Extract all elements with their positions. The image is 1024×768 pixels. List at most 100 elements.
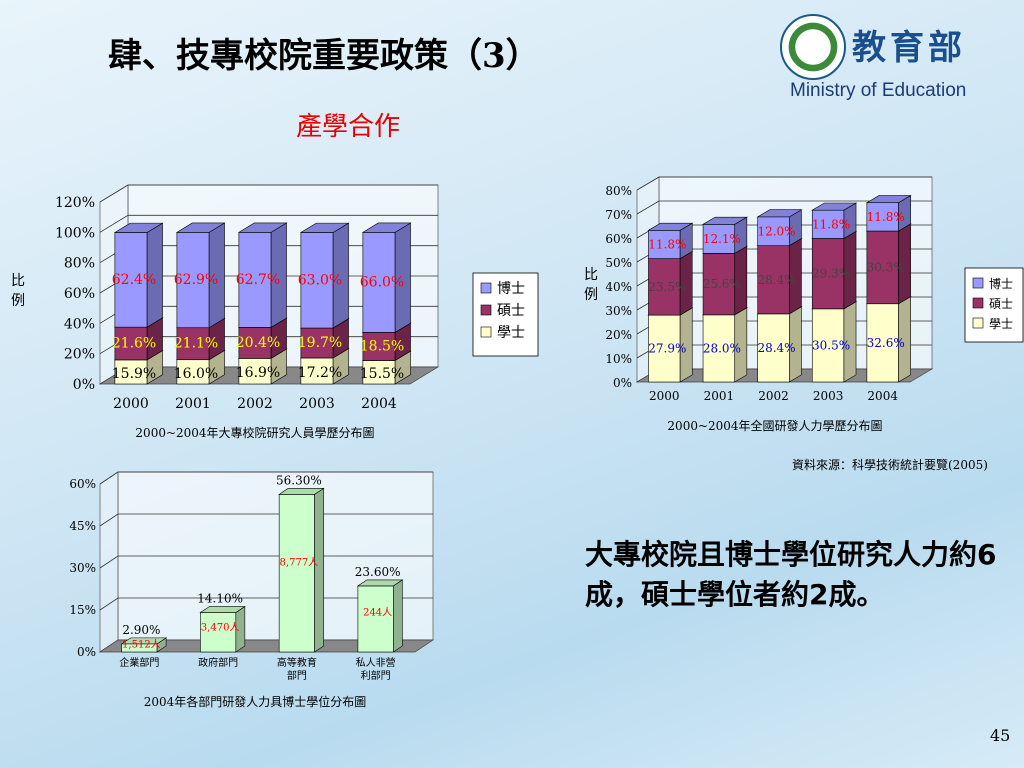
- data-label: 16.9%: [236, 365, 280, 381]
- y-tick-label: 0%: [613, 376, 632, 390]
- data-label: 15.9%: [112, 366, 156, 382]
- y-tick-label: 30%: [605, 304, 632, 318]
- x-tick-label: 政府部門: [198, 656, 238, 669]
- data-label: 66.0%: [360, 274, 404, 290]
- bar-segment-博士: [175, 222, 226, 329]
- page-number: 45: [990, 726, 1011, 745]
- value-label: 2.90%: [122, 623, 160, 637]
- y-tick-label: 30%: [69, 561, 96, 575]
- x-tick-label: 2002: [758, 389, 789, 403]
- y-tick-label: 20%: [64, 347, 95, 363]
- y-tick-label: 80%: [64, 256, 95, 272]
- x-tick-label: 2002: [237, 396, 273, 412]
- data-label: 30.3%: [867, 260, 905, 274]
- chart-university-researchers: 0% 20% 40% 60% 80% 100% 120% 15.9% 21.6% 62.4% 200…: [11, 184, 539, 440]
- bar-segment-博士: [113, 222, 164, 328]
- chart-national-rd-personnel: 0% 10% 20% 30% 40% 50% 60% 70% 80% 27.9% 23.5% 11.8…: [584, 176, 1024, 433]
- bar-segment-博士: [701, 216, 748, 254]
- legend-label: 學士: [989, 317, 1013, 331]
- x-tick-label: 2000: [649, 389, 680, 403]
- conclusion-text: 大專校院且博士學位研究人力約6成，碩士學位者約2成。: [585, 538, 997, 611]
- x-tick-label: 2004: [867, 389, 898, 403]
- ministry-logo-english: Ministry of Education: [790, 80, 967, 101]
- y-tick-label: 120%: [55, 195, 95, 211]
- y-tick-label: 60%: [69, 477, 96, 491]
- bar-私人非營利部門: [356, 579, 404, 653]
- gridline: [99, 513, 433, 527]
- data-label: 16.0%: [174, 366, 218, 382]
- gridline: [99, 597, 433, 611]
- slide-title: 肆、技專校院重要政策（3）: [108, 36, 540, 76]
- legend-label: 博士: [497, 280, 525, 297]
- chart-title: 2000~2004年大專校院研究人員學歷分布圖: [135, 425, 374, 440]
- ministry-logo-chinese: 教育部: [852, 28, 966, 68]
- data-label: 25.6%: [703, 277, 741, 291]
- data-label: 23.5%: [648, 280, 686, 294]
- data-label: 27.9%: [648, 342, 686, 356]
- ministry-seal-icon: [780, 14, 846, 80]
- data-label: 21.1%: [174, 336, 218, 352]
- y-axis-label: 例: [584, 287, 598, 303]
- legend-swatch: [972, 277, 984, 289]
- bar-高等教育部門: [278, 487, 325, 653]
- slide-subtitle: 產學合作: [296, 112, 401, 142]
- data-label: 18.5%: [360, 338, 404, 354]
- y-tick-label: 100%: [55, 225, 95, 241]
- count-label: 8,777人: [280, 556, 319, 568]
- x-tick-label: 利部門: [361, 669, 391, 682]
- data-label: 15.5%: [360, 366, 404, 382]
- y-tick-label: 60%: [605, 232, 632, 246]
- y-tick-label: 40%: [64, 316, 95, 332]
- data-label: 62.7%: [236, 272, 280, 288]
- bar-企業部門: [120, 637, 168, 653]
- y-tick-label: 50%: [605, 256, 632, 270]
- y-tick-label: 60%: [64, 286, 95, 302]
- bar-segment-學士: [811, 301, 858, 383]
- bar-segment-博士: [865, 195, 912, 232]
- data-label: 12.1%: [703, 232, 741, 246]
- gridline: [99, 471, 433, 485]
- gridline: [636, 176, 932, 191]
- bar-segment-博士: [647, 222, 694, 260]
- chart-title: 2004年各部門研發人力具博士學位分布圖: [144, 694, 367, 709]
- data-label: 11.8%: [648, 237, 686, 251]
- data-label: 29.3%: [812, 267, 850, 281]
- source-note: 資料來源：科學技術統計要覽(2005): [792, 458, 988, 472]
- x-tick-label: 部門: [287, 669, 307, 682]
- legend-swatch: [972, 317, 984, 329]
- value-label: 23.60%: [355, 565, 401, 579]
- legend-swatch: [480, 304, 492, 316]
- data-label: 17.2%: [298, 365, 342, 381]
- chart-title: 2000~2004年全國研發人力學歷分布圖: [667, 418, 882, 433]
- x-tick-label: 2004: [361, 396, 397, 412]
- x-tick-label: 高等教育: [277, 656, 317, 669]
- count-label: 1,512人: [122, 639, 161, 651]
- x-tick-label: 2000: [113, 396, 149, 412]
- bar-segment-博士: [756, 209, 803, 247]
- legend-label: 博士: [989, 276, 1013, 291]
- data-label: 11.8%: [867, 210, 905, 224]
- x-tick-label: 2001: [704, 389, 735, 403]
- y-tick-label: 40%: [605, 280, 632, 294]
- data-label: 30.5%: [812, 338, 850, 352]
- data-label: 19.7%: [298, 335, 342, 351]
- data-label: 62.9%: [174, 272, 218, 288]
- bar-segment-博士: [811, 202, 858, 240]
- gridline: [636, 200, 932, 215]
- y-axis-label: 例: [11, 293, 25, 309]
- gridline: [99, 555, 433, 569]
- y-tick-label: 20%: [605, 328, 632, 342]
- y-tick-label: 80%: [605, 184, 632, 198]
- bar-segment-博士: [237, 222, 288, 328]
- gridline: [99, 184, 438, 203]
- legend-swatch: [972, 297, 984, 309]
- y-tick-label: 15%: [69, 603, 96, 617]
- bar-政府部門: [199, 605, 246, 653]
- bar-segment-博士: [361, 222, 412, 333]
- y-axis-label: 比: [584, 267, 598, 283]
- legend-label: 學士: [497, 325, 525, 341]
- y-tick-label: 0%: [77, 645, 96, 659]
- x-tick-label: 企業部門: [119, 656, 159, 669]
- data-label: 21.6%: [112, 336, 156, 352]
